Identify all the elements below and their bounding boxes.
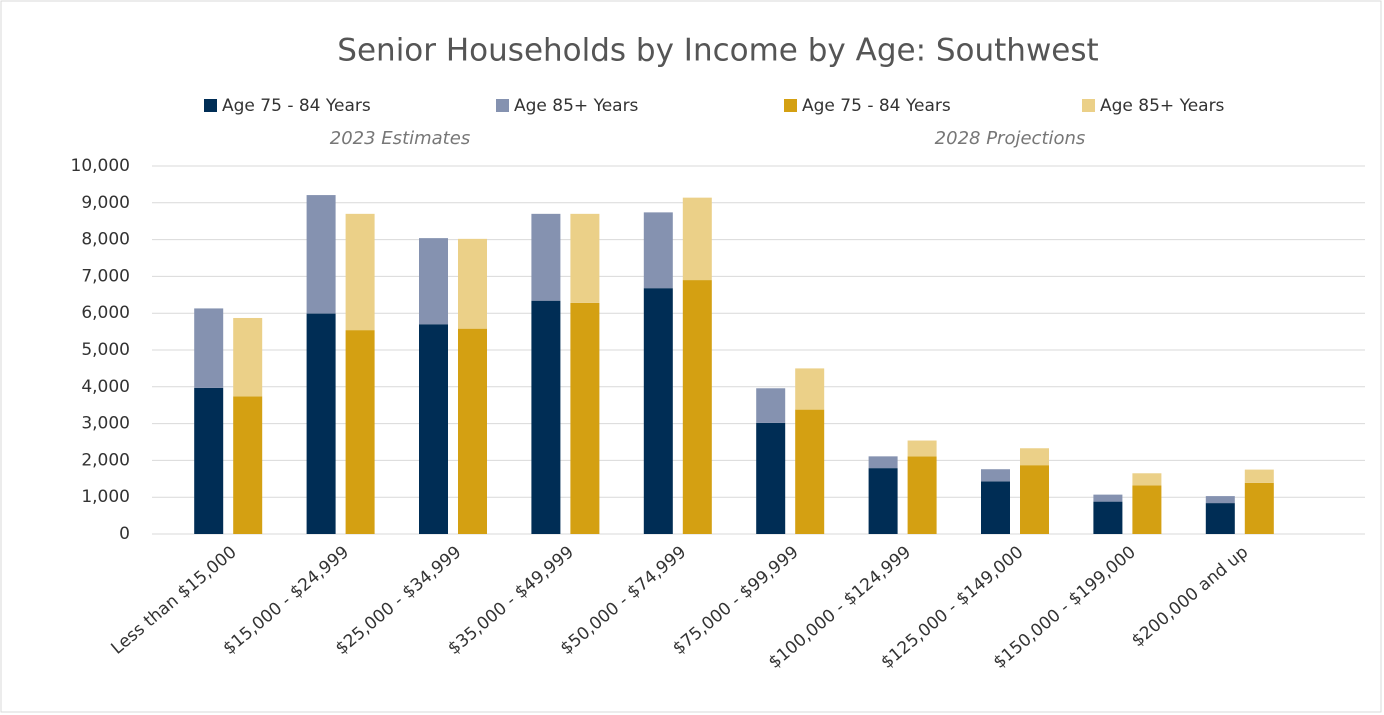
bar-segment xyxy=(981,469,1010,482)
y-tick-label: 9,000 xyxy=(81,193,130,213)
y-tick-label: 6,000 xyxy=(81,303,130,323)
legend-swatch xyxy=(204,99,217,112)
bar-segment xyxy=(981,481,1010,534)
bar-segment xyxy=(1093,494,1123,502)
legend-swatch xyxy=(1082,99,1095,112)
legend-group-label: 2023 Estimates xyxy=(330,128,470,149)
bar-segment xyxy=(1205,496,1235,504)
y-tick-label: 3,000 xyxy=(81,414,130,434)
bar-segment xyxy=(1020,465,1049,534)
bar-segment xyxy=(643,288,673,534)
y-tick-label: 10,000 xyxy=(71,156,130,176)
bar-segment xyxy=(756,422,786,534)
bar-segment xyxy=(531,213,561,301)
y-tick-label: 5,000 xyxy=(81,340,130,360)
bar-segment xyxy=(570,213,600,303)
bar-segment xyxy=(419,324,448,534)
y-tick-label: 1,000 xyxy=(81,487,130,507)
y-tick-label: 2,000 xyxy=(81,450,130,470)
bar-segment xyxy=(458,238,487,329)
bar-segment xyxy=(194,387,224,534)
bar-segment xyxy=(1093,501,1123,534)
legend-label: Age 85+ Years xyxy=(1100,96,1225,116)
bar-segment xyxy=(345,330,375,534)
bar-segment xyxy=(233,396,263,534)
y-tick-label: 8,000 xyxy=(81,230,130,250)
bar-segment xyxy=(643,212,673,289)
bar-segment xyxy=(795,368,825,410)
bar-segment xyxy=(1244,469,1274,483)
bar-segment xyxy=(419,238,448,325)
bar-segment xyxy=(306,195,336,314)
chart-title: Senior Households by Income by Age: Sout… xyxy=(337,33,1098,69)
legend-label: Age 75 - 84 Years xyxy=(222,96,371,116)
bar-segment xyxy=(531,300,561,534)
legend-label: Age 75 - 84 Years xyxy=(802,96,951,116)
bar-segment xyxy=(907,456,937,534)
legend-swatch xyxy=(784,99,797,112)
bar-segment xyxy=(682,280,712,534)
bar-segment xyxy=(1205,503,1235,534)
bar-segment xyxy=(795,409,825,534)
y-tick-label: 4,000 xyxy=(81,377,130,397)
bar-segment xyxy=(1020,448,1049,466)
y-tick-label: 0 xyxy=(119,524,130,544)
y-tick-label: 7,000 xyxy=(81,266,130,286)
legend-label: Age 85+ Years xyxy=(514,96,639,116)
bar-segment xyxy=(194,308,224,388)
bar-segment xyxy=(306,313,336,534)
bar-segment xyxy=(233,317,263,397)
bar-segment xyxy=(1244,482,1274,534)
bar-segment xyxy=(868,468,898,534)
legend-swatch xyxy=(496,99,509,112)
legend-group-label: 2028 Projections xyxy=(935,128,1086,149)
bar-segment xyxy=(1132,485,1162,534)
bar-segment xyxy=(345,213,375,331)
bar-segment xyxy=(682,197,712,281)
bar-segment xyxy=(756,388,786,423)
bar-segment xyxy=(570,302,600,534)
bar-segment xyxy=(1132,473,1162,486)
bar-segment xyxy=(458,328,487,534)
bar-segment xyxy=(868,456,898,469)
bar-segment xyxy=(907,440,937,457)
